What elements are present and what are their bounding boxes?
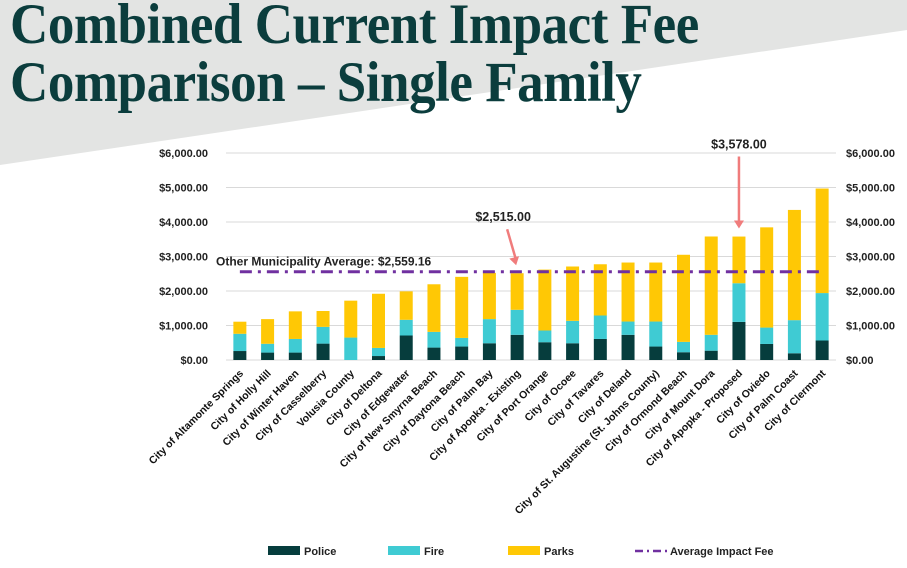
bar-parks (455, 276, 469, 338)
bar-fire (399, 319, 413, 336)
bar-parks (427, 284, 441, 332)
bar-fire (621, 321, 635, 335)
bar-police (593, 338, 607, 360)
y-tick-label-left: $3,000.00 (159, 252, 208, 264)
bar-parks (704, 236, 718, 335)
bar-fire (649, 321, 663, 347)
bar-parks (288, 311, 302, 339)
bar-fire (677, 341, 690, 353)
gray-diagonal-band (0, 0, 907, 165)
y-tick-label-left: $5,000.00 (159, 183, 208, 195)
bar-parks (593, 264, 607, 316)
y-tick-label-left: $6,000.00 (159, 148, 208, 160)
bar-police (233, 351, 247, 360)
bar-police (566, 343, 580, 360)
bar-police (704, 350, 718, 360)
bar-police (261, 352, 275, 360)
y-tick-label-right: $2,000.00 (846, 286, 895, 298)
legend-label: Police (304, 546, 336, 558)
bar-fire (288, 338, 302, 353)
bar-police (787, 353, 801, 360)
bar-parks (316, 311, 330, 327)
bar-fire (593, 315, 607, 339)
bar-fire (704, 334, 718, 351)
bar-parks (649, 262, 663, 322)
arrowhead-icon (733, 220, 744, 229)
bar-parks (566, 266, 580, 321)
bar-police (316, 343, 330, 360)
bar-parks (677, 254, 690, 342)
legend-swatch-fire (388, 546, 420, 555)
bar-parks (538, 269, 552, 331)
bar-fire (316, 326, 330, 344)
y-tick-label-right: $5,000.00 (846, 183, 895, 195)
legend-label: Average Impact Fee (670, 546, 774, 558)
bar-fire (427, 331, 441, 348)
y-tick-label-right: $3,000.00 (846, 252, 895, 264)
bar-parks (344, 300, 358, 338)
legend-label: Parks (544, 546, 574, 558)
average-label: Other Municipality Average: $2,559.16 (216, 255, 432, 269)
bar-parks (399, 291, 413, 320)
slide-title: Combined Current Impact Fee Comparison –… (10, 0, 699, 112)
annotation-label: $3,578.00 (711, 138, 767, 152)
bar-police (621, 334, 635, 360)
bar-fire (372, 347, 385, 357)
title-line-1: Combined Current Impact Fee (10, 0, 699, 56)
bar-fire (732, 283, 746, 322)
bar-police (455, 346, 469, 360)
bar-parks (760, 227, 774, 328)
bar-police (732, 321, 746, 360)
y-tick-label-left: $0.00 (180, 355, 208, 367)
bar-parks (815, 188, 829, 294)
y-tick-label-right: $4,000.00 (846, 217, 895, 229)
bar-fire (455, 337, 469, 347)
bar-parks (233, 321, 247, 334)
bar-fire (233, 333, 247, 352)
title-line-2: Comparison – Single Family (10, 51, 642, 114)
bar-fire (566, 320, 580, 344)
annotation-arrow (505, 228, 518, 261)
arrowhead-icon (509, 256, 520, 266)
bar-police (677, 352, 690, 360)
bar-police (649, 346, 663, 360)
bar-fire (787, 320, 801, 354)
y-tick-label-right: $6,000.00 (846, 148, 895, 160)
bar-fire (760, 327, 774, 344)
bar-fire (815, 293, 829, 341)
bar-parks (372, 293, 385, 348)
bar-parks (621, 262, 635, 322)
bar-police (372, 356, 385, 360)
legend-swatch-parks (508, 546, 540, 555)
bar-parks (482, 272, 496, 320)
y-tick-label-left: $4,000.00 (159, 217, 208, 229)
bar-police (815, 340, 829, 360)
bar-fire (344, 337, 358, 360)
bar-parks (510, 273, 524, 310)
bar-police (427, 347, 441, 360)
bar-police (510, 334, 524, 360)
bar-parks (787, 209, 801, 321)
bar-police (760, 343, 774, 360)
bar-fire (510, 309, 524, 335)
annotation-label: $2,515.00 (475, 210, 531, 224)
bar-fire (482, 319, 496, 344)
legend-swatch-police (268, 546, 300, 555)
bar-fire (538, 330, 552, 343)
legend-label: Fire (424, 546, 444, 558)
bar-police (399, 335, 413, 360)
bar-police (538, 342, 552, 360)
bar-police (482, 343, 496, 360)
y-tick-label-right: $1,000.00 (846, 321, 895, 333)
bar-parks (261, 319, 275, 344)
y-tick-label-left: $2,000.00 (159, 286, 208, 298)
bar-police (288, 352, 302, 360)
bar-fire (261, 343, 275, 353)
y-tick-label-left: $1,000.00 (159, 321, 208, 333)
y-tick-label-right: $0.00 (846, 355, 874, 367)
bar-parks (732, 236, 746, 284)
